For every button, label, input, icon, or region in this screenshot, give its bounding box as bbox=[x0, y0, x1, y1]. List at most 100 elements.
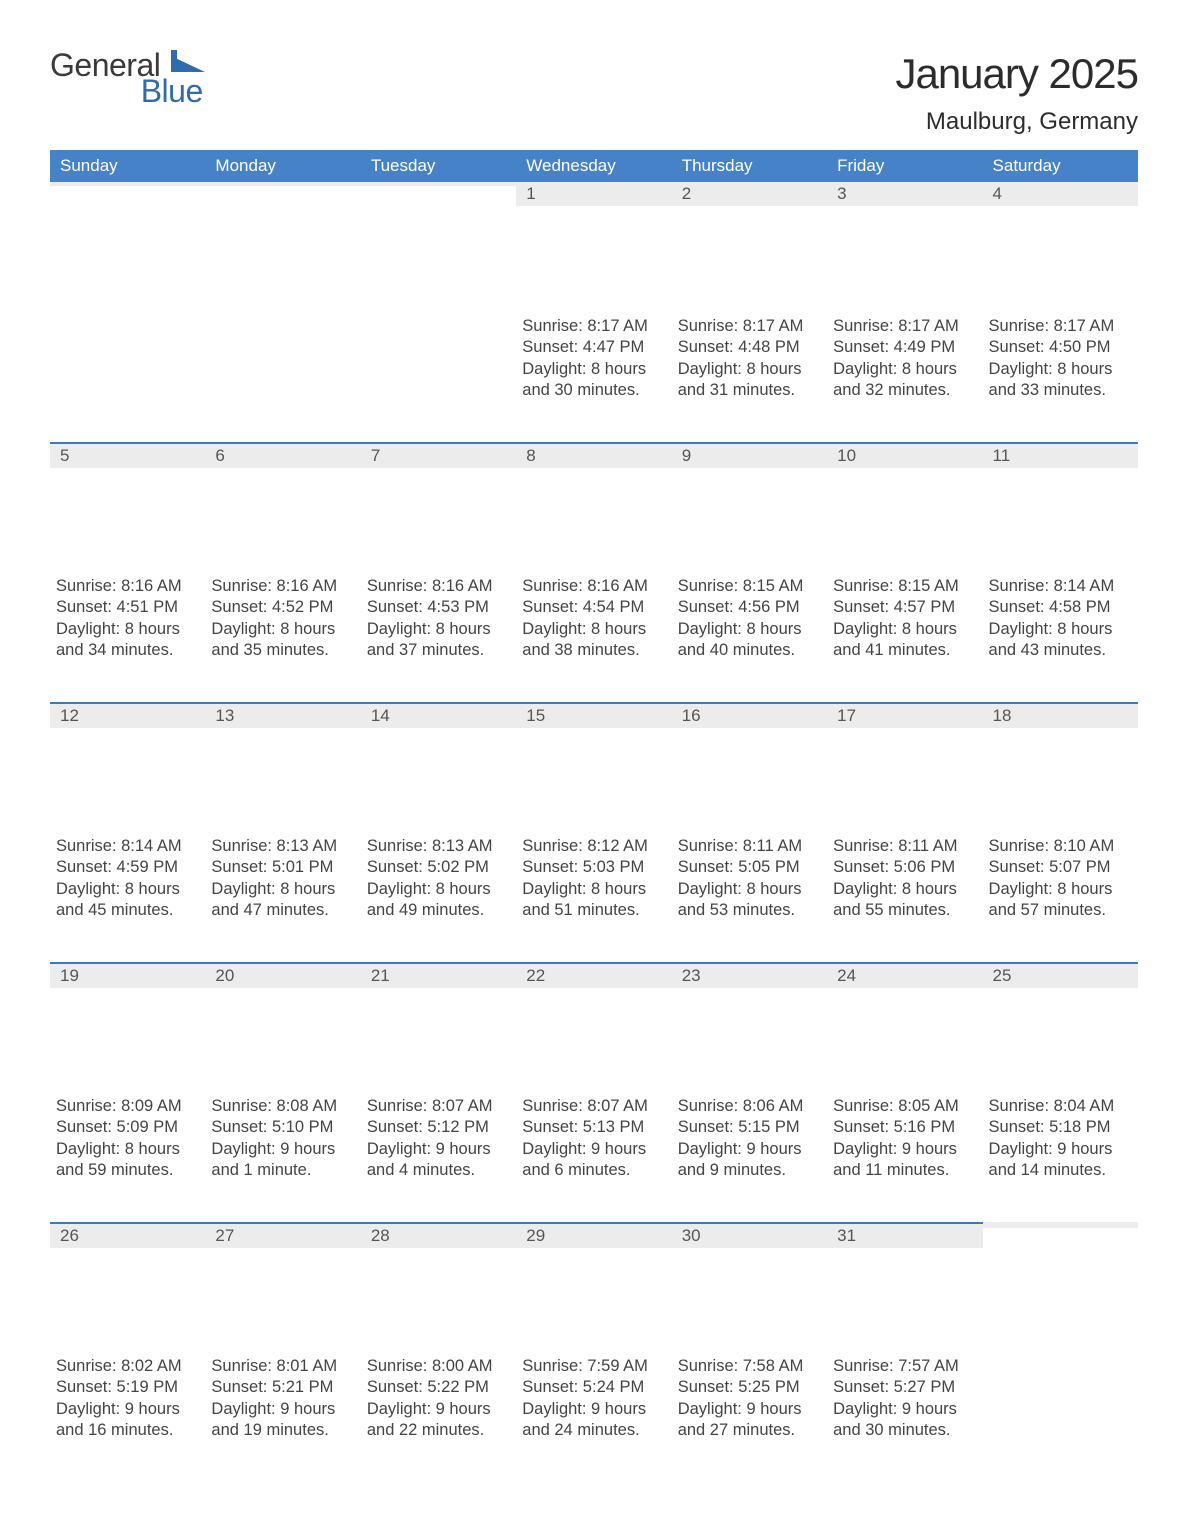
day-cell: Sunrise: 8:17 AMSunset: 4:50 PMDaylight:… bbox=[983, 312, 1138, 442]
day-number-cell bbox=[50, 182, 205, 312]
top-bar: General Blue January 2025 Maulburg, Germ… bbox=[50, 50, 1138, 136]
daylight-text: Daylight: 8 hours and 49 minutes. bbox=[367, 879, 506, 922]
day-number-cell: 30 bbox=[672, 1222, 827, 1352]
day-number-cell: 27 bbox=[205, 1222, 360, 1352]
day-number-cell: 5 bbox=[50, 442, 205, 572]
day-cell: Sunrise: 8:13 AMSunset: 5:01 PMDaylight:… bbox=[205, 832, 360, 962]
daylight-text: Daylight: 9 hours and 22 minutes. bbox=[367, 1399, 506, 1442]
day-cell: Sunrise: 8:16 AMSunset: 4:54 PMDaylight:… bbox=[516, 572, 671, 702]
daylight-text: Daylight: 8 hours and 30 minutes. bbox=[522, 359, 661, 402]
day-number: 15 bbox=[516, 702, 671, 728]
day-cell bbox=[983, 1352, 1138, 1482]
day-number-cell: 16 bbox=[672, 702, 827, 832]
day-content: Sunrise: 8:11 AMSunset: 5:05 PMDaylight:… bbox=[672, 832, 827, 932]
day-content: Sunrise: 8:09 AMSunset: 5:09 PMDaylight:… bbox=[50, 1092, 205, 1192]
daylight-text: Daylight: 9 hours and 24 minutes. bbox=[522, 1399, 661, 1442]
day-number-cell: 7 bbox=[361, 442, 516, 572]
sunrise-text: Sunrise: 7:57 AM bbox=[833, 1356, 972, 1377]
daylight-text: Daylight: 8 hours and 33 minutes. bbox=[989, 359, 1128, 402]
day-cell: Sunrise: 8:07 AMSunset: 5:13 PMDaylight:… bbox=[516, 1092, 671, 1222]
daylight-text: Daylight: 8 hours and 55 minutes. bbox=[833, 879, 972, 922]
sunset-text: Sunset: 4:52 PM bbox=[211, 597, 350, 618]
day-content-row: Sunrise: 8:17 AMSunset: 4:47 PMDaylight:… bbox=[50, 312, 1138, 442]
daylight-text: Daylight: 8 hours and 43 minutes. bbox=[989, 619, 1128, 662]
sunrise-text: Sunrise: 8:00 AM bbox=[367, 1356, 506, 1377]
day-number: 8 bbox=[516, 442, 671, 468]
sunrise-text: Sunrise: 8:07 AM bbox=[522, 1096, 661, 1117]
day-number: 16 bbox=[672, 702, 827, 728]
sunrise-text: Sunrise: 8:16 AM bbox=[367, 576, 506, 597]
day-cell: Sunrise: 7:59 AMSunset: 5:24 PMDaylight:… bbox=[516, 1352, 671, 1482]
day-number: 25 bbox=[983, 962, 1138, 988]
sunrise-text: Sunrise: 8:02 AM bbox=[56, 1356, 195, 1377]
day-content: Sunrise: 8:07 AMSunset: 5:12 PMDaylight:… bbox=[361, 1092, 516, 1192]
day-number-cell: 28 bbox=[361, 1222, 516, 1352]
sunset-text: Sunset: 4:51 PM bbox=[56, 597, 195, 618]
day-number: 1 bbox=[516, 182, 671, 206]
daylight-text: Daylight: 9 hours and 11 minutes. bbox=[833, 1139, 972, 1182]
sunrise-text: Sunrise: 8:15 AM bbox=[833, 576, 972, 597]
day-number-cell: 24 bbox=[827, 962, 982, 1092]
day-number bbox=[50, 182, 205, 186]
day-cell: Sunrise: 8:16 AMSunset: 4:53 PMDaylight:… bbox=[361, 572, 516, 702]
sunset-text: Sunset: 5:07 PM bbox=[989, 857, 1128, 878]
day-number: 12 bbox=[50, 702, 205, 728]
day-number-cell: 15 bbox=[516, 702, 671, 832]
day-cell: Sunrise: 8:00 AMSunset: 5:22 PMDaylight:… bbox=[361, 1352, 516, 1482]
day-number: 5 bbox=[50, 442, 205, 468]
day-content: Sunrise: 8:05 AMSunset: 5:16 PMDaylight:… bbox=[827, 1092, 982, 1192]
sunrise-text: Sunrise: 8:11 AM bbox=[678, 836, 817, 857]
daylight-text: Daylight: 9 hours and 14 minutes. bbox=[989, 1139, 1128, 1182]
day-cell: Sunrise: 8:08 AMSunset: 5:10 PMDaylight:… bbox=[205, 1092, 360, 1222]
day-number-cell: 26 bbox=[50, 1222, 205, 1352]
daylight-text: Daylight: 8 hours and 38 minutes. bbox=[522, 619, 661, 662]
daylight-text: Daylight: 9 hours and 6 minutes. bbox=[522, 1139, 661, 1182]
day-number-cell: 2 bbox=[672, 182, 827, 312]
sunrise-text: Sunrise: 7:59 AM bbox=[522, 1356, 661, 1377]
day-number-cell: 19 bbox=[50, 962, 205, 1092]
sunrise-text: Sunrise: 8:17 AM bbox=[522, 316, 661, 337]
day-content: Sunrise: 8:08 AMSunset: 5:10 PMDaylight:… bbox=[205, 1092, 360, 1192]
weekday-header: Saturday bbox=[983, 150, 1138, 182]
sunrise-text: Sunrise: 7:58 AM bbox=[678, 1356, 817, 1377]
day-content: Sunrise: 8:17 AMSunset: 4:50 PMDaylight:… bbox=[983, 312, 1138, 412]
sunrise-text: Sunrise: 8:06 AM bbox=[678, 1096, 817, 1117]
day-cell: Sunrise: 8:17 AMSunset: 4:49 PMDaylight:… bbox=[827, 312, 982, 442]
sunset-text: Sunset: 4:48 PM bbox=[678, 337, 817, 358]
day-cell: Sunrise: 8:14 AMSunset: 4:59 PMDaylight:… bbox=[50, 832, 205, 962]
day-number: 21 bbox=[361, 962, 516, 988]
day-cell: Sunrise: 8:02 AMSunset: 5:19 PMDaylight:… bbox=[50, 1352, 205, 1482]
daylight-text: Daylight: 9 hours and 16 minutes. bbox=[56, 1399, 195, 1442]
day-number-cell: 3 bbox=[827, 182, 982, 312]
day-cell: Sunrise: 8:17 AMSunset: 4:48 PMDaylight:… bbox=[672, 312, 827, 442]
day-content: Sunrise: 8:00 AMSunset: 5:22 PMDaylight:… bbox=[361, 1352, 516, 1452]
day-number-cell: 10 bbox=[827, 442, 982, 572]
sunrise-text: Sunrise: 8:14 AM bbox=[56, 836, 195, 857]
day-number bbox=[205, 182, 360, 186]
day-content-row: Sunrise: 8:02 AMSunset: 5:19 PMDaylight:… bbox=[50, 1352, 1138, 1482]
day-number-cell: 20 bbox=[205, 962, 360, 1092]
brand-logo: General Blue bbox=[50, 50, 205, 107]
sunset-text: Sunset: 5:15 PM bbox=[678, 1117, 817, 1138]
day-cell: Sunrise: 8:16 AMSunset: 4:52 PMDaylight:… bbox=[205, 572, 360, 702]
month-title: January 2025 bbox=[895, 50, 1138, 98]
day-number bbox=[361, 182, 516, 186]
day-content: Sunrise: 8:17 AMSunset: 4:47 PMDaylight:… bbox=[516, 312, 671, 412]
daylight-text: Daylight: 8 hours and 41 minutes. bbox=[833, 619, 972, 662]
sunset-text: Sunset: 5:21 PM bbox=[211, 1377, 350, 1398]
day-cell: Sunrise: 8:09 AMSunset: 5:09 PMDaylight:… bbox=[50, 1092, 205, 1222]
day-content: Sunrise: 8:15 AMSunset: 4:56 PMDaylight:… bbox=[672, 572, 827, 672]
sunset-text: Sunset: 5:09 PM bbox=[56, 1117, 195, 1138]
day-number-cell: 11 bbox=[983, 442, 1138, 572]
flag-icon bbox=[171, 50, 205, 72]
sunrise-text: Sunrise: 8:11 AM bbox=[833, 836, 972, 857]
sunrise-text: Sunrise: 8:16 AM bbox=[211, 576, 350, 597]
sunset-text: Sunset: 4:59 PM bbox=[56, 857, 195, 878]
day-cell bbox=[205, 312, 360, 442]
day-number-cell bbox=[205, 182, 360, 312]
daylight-text: Daylight: 8 hours and 37 minutes. bbox=[367, 619, 506, 662]
day-number: 18 bbox=[983, 702, 1138, 728]
day-number: 11 bbox=[983, 442, 1138, 468]
day-number-cell: 1 bbox=[516, 182, 671, 312]
sunrise-text: Sunrise: 8:14 AM bbox=[989, 576, 1128, 597]
